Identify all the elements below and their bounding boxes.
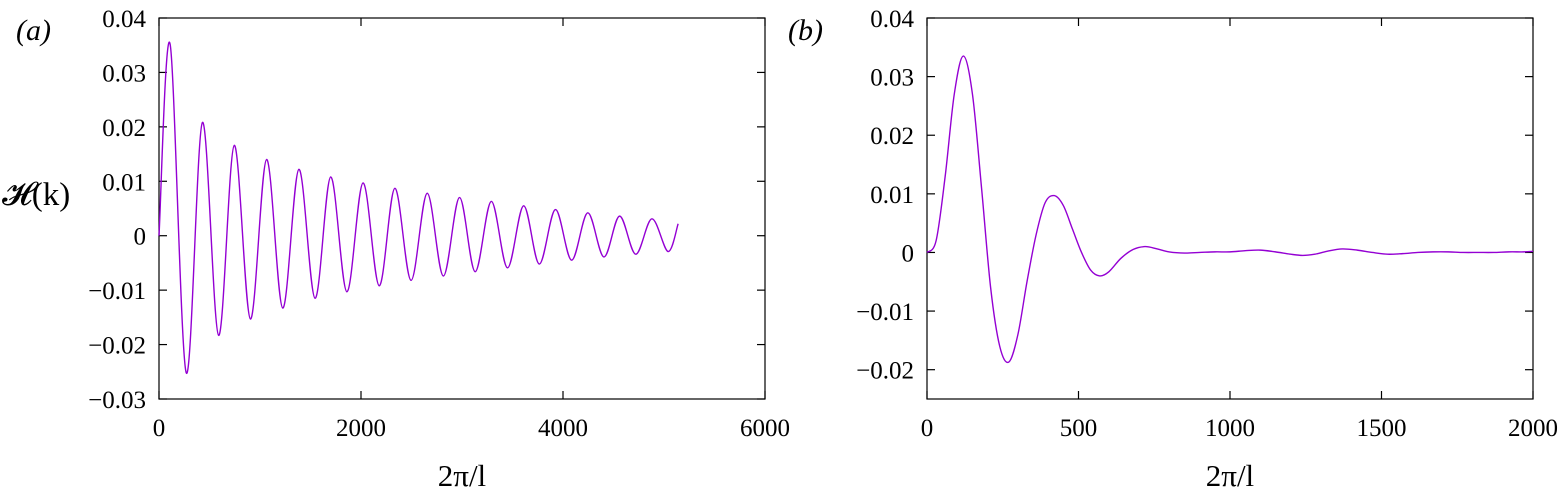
panel-a-y-tick-label: 0.01 [102, 169, 146, 196]
panel-b-y-tick-label: −0.02 [856, 358, 914, 385]
panel-b-y-tick-label: 0.02 [870, 123, 914, 150]
panel-a-y-tick-label: −0.03 [88, 387, 146, 414]
panel-b-ticks [926, 17, 1534, 399]
panel-a-y-tick-labels: −0.03 −0.02 −0.01 0 0.01 0.02 0.03 0.04 [88, 6, 146, 414]
panel-b-x-tick-label: 500 [1060, 415, 1098, 442]
panel-b-x-tick-label: 2000 [1508, 415, 1558, 442]
panel-b-y-tick-label: 0.04 [870, 6, 914, 33]
panel-b-series-line [926, 55, 1534, 364]
panel-b-x-tick-labels: 0 500 1000 1500 2000 [921, 415, 1558, 442]
panel-a-plot-frame [158, 17, 766, 400]
panel-a-y-axis-label: 𝓗(k) [2, 177, 70, 213]
panel-b-x-tick-label: 1000 [1205, 415, 1255, 442]
panel-a-x-tick-label: 2000 [336, 415, 386, 442]
panel-b-x-tick-label: 0 [921, 415, 934, 442]
panel-a-y-tick-label: 0.04 [102, 6, 146, 33]
panel-a-label: (a) [16, 14, 51, 47]
panel-a-ticks [158, 17, 766, 400]
panel-b-y-tick-label: 0.01 [870, 182, 914, 209]
panel-a-y-tick-label: 0.03 [102, 60, 146, 87]
panel-a-y-tick-label: 0.02 [102, 115, 146, 142]
panel-a-y-tick-label: −0.01 [88, 278, 146, 305]
panel-b: (b) 0 500 1000 1500 2000 −0.02 −0.01 0 0.01 0.02… [788, 6, 1558, 493]
panel-a-x-tick-labels: 0 2000 4000 6000 [153, 415, 790, 442]
panel-a: (a) 𝓗(k) 0 2000 4000 6000 −0.03−0.02−0.0100… [2, 6, 790, 493]
panel-a-x-axis-label: 2π/l [438, 458, 486, 493]
panel-a-series-line [158, 41, 679, 374]
panel-a-x-tick-label: 0 [153, 415, 166, 442]
panel-b-y-tick-label: −0.01 [856, 299, 914, 326]
panel-a-y-tick-label: −0.02 [88, 333, 146, 360]
panel-b-label: (b) [788, 14, 823, 47]
panel-a-x-tick-label: 4000 [538, 415, 588, 442]
panel-b-x-axis-label: 2π/l [1206, 458, 1254, 493]
panel-b-plot-frame [926, 17, 1534, 400]
panel-b-x-tick-label: 1500 [1357, 415, 1407, 442]
panel-b-y-tick-label: 0 [902, 240, 915, 267]
panel-b-y-tick-label: 0.03 [870, 65, 914, 92]
panel-a-y-tick-label: 0 [134, 224, 147, 251]
panel-a-x-tick-label: 6000 [740, 415, 790, 442]
panel-b-y-tick-labels: −0.02 −0.01 0 0.01 0.02 0.03 0.04 [856, 6, 914, 385]
